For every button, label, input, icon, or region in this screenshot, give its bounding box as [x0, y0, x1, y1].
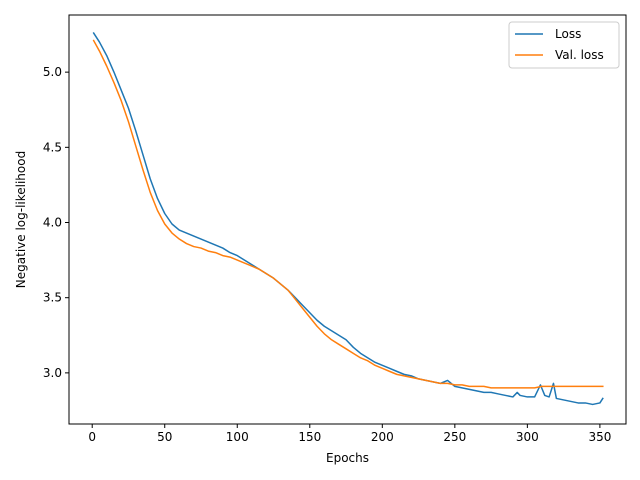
x-tick-label: 250 — [443, 430, 466, 444]
x-axis-ticks: 0 50 100 150 200 250 300 350 — [88, 424, 611, 444]
x-tick-label: 50 — [157, 430, 172, 444]
series-layer — [92, 32, 604, 406]
y-tick-label: 5.0 — [43, 65, 62, 79]
y-tick-label: 4.0 — [43, 216, 62, 230]
y-tick-label: 3.5 — [43, 291, 62, 305]
y-tick-label: 3.0 — [43, 366, 62, 380]
legend-label-0: Loss — [555, 27, 581, 41]
x-tick-label: 300 — [516, 430, 539, 444]
y-axis-label: Negative log-likelihood — [14, 151, 28, 288]
legend-label-1: Val. loss — [555, 48, 604, 62]
y-axis-ticks: 3.0 3.5 4.0 4.5 5.0 — [43, 65, 69, 380]
x-tick-label: 200 — [371, 430, 394, 444]
x-tick-label: 350 — [588, 430, 611, 444]
x-tick-label: 100 — [226, 430, 249, 444]
series-line-0 — [92, 32, 604, 406]
x-axis-label: Epochs — [326, 451, 369, 465]
plot-frame — [68, 14, 627, 425]
y-tick-label: 4.5 — [43, 140, 62, 154]
legend[interactable]: Loss Val. loss — [508, 21, 620, 69]
x-tick-label: 0 — [88, 430, 96, 444]
series-line-1 — [92, 39, 604, 389]
x-tick-label: 150 — [298, 430, 321, 444]
